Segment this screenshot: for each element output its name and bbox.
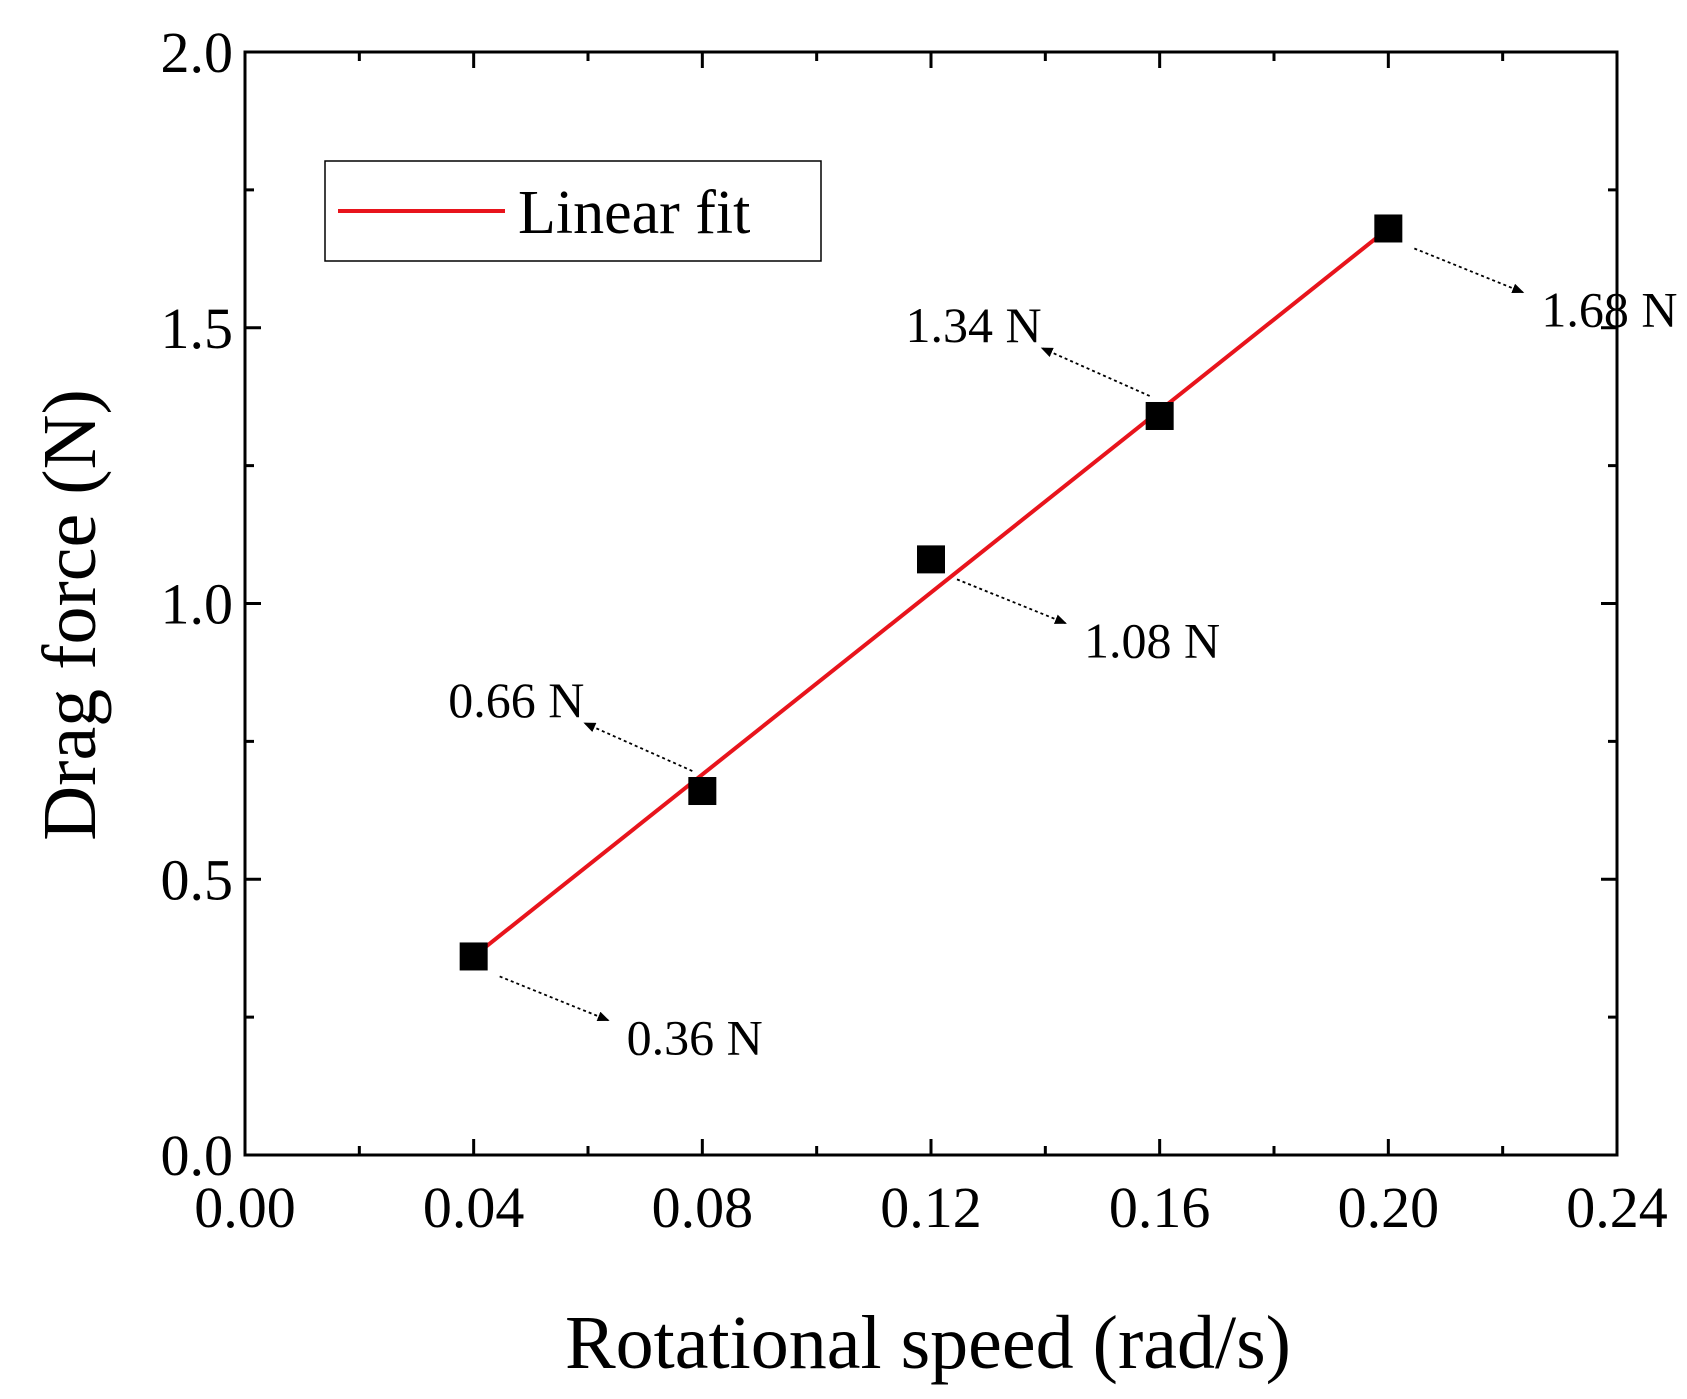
annotation-label: 0.36 N [627, 1009, 763, 1065]
data-point [917, 545, 945, 574]
annotation-arrow [956, 578, 1067, 625]
annotation-arrow [1040, 347, 1151, 397]
y-tick-label: 0.0 [161, 1123, 234, 1188]
x-tick-label: 0.20 [1338, 1175, 1440, 1240]
legend: Linear fit [324, 160, 822, 262]
x-tick-label: 0.24 [1566, 1175, 1668, 1240]
y-tick-label: 2.0 [161, 20, 234, 85]
x-tick-label: 0.12 [880, 1175, 982, 1240]
y-tick-label: 0.5 [161, 847, 234, 912]
y-tick-label: 1.5 [161, 296, 234, 361]
linear-fit-line [472, 226, 1390, 959]
y-axis-title: Drag force (N) [28, 389, 112, 841]
annotation-arrow [1413, 247, 1525, 294]
y-tick-label: 1.0 [161, 572, 234, 637]
data-point [1145, 401, 1174, 430]
x-axis-title: Rotational speed (rad/s) [565, 1301, 1291, 1385]
x-tick-label: 0.08 [652, 1175, 754, 1240]
annotation-arrow [583, 722, 693, 772]
data-point [459, 942, 488, 971]
data-point [688, 777, 717, 806]
x-tick-label: 0.04 [423, 1175, 525, 1240]
plot-area: 0.00 0.04 0.08 0.12 0.16 0.20 0.24 0.0 0.5 1.0 1.5… [161, 20, 1678, 1240]
annotation-label: 1.34 N [906, 297, 1042, 353]
annotation-arrow [499, 975, 610, 1022]
annotation-label: 1.68 N [1541, 281, 1677, 337]
annotation-label: 0.66 N [448, 672, 584, 728]
annotation-label: 1.08 N [1084, 612, 1220, 668]
data-point [1374, 214, 1403, 243]
legend-label: Linear fit [518, 179, 750, 247]
x-tick-label: 0.00 [194, 1175, 296, 1240]
x-tick-label: 0.16 [1109, 1175, 1211, 1240]
